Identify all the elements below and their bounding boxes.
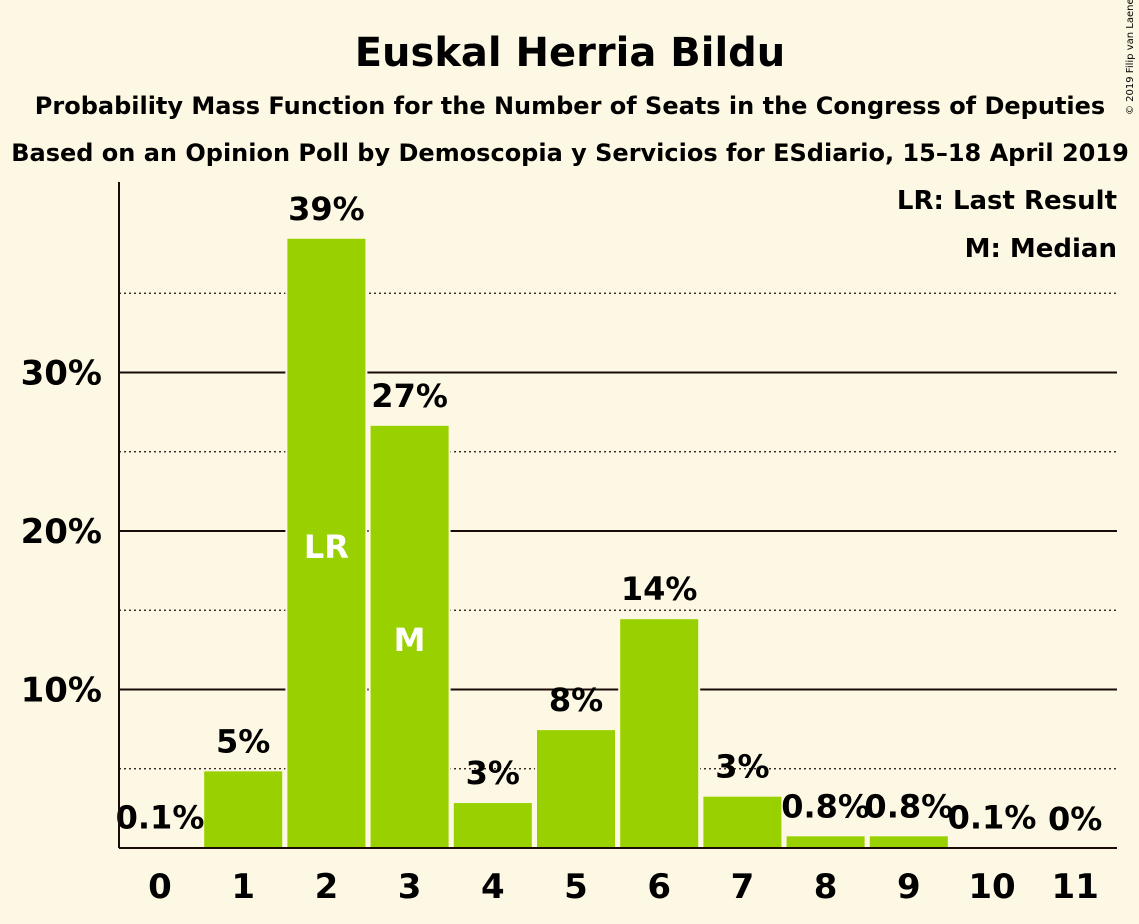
x-tick-label: 7 [731, 867, 755, 907]
data-label-4: 3% [466, 754, 520, 792]
x-tick-label: 8 [814, 867, 838, 907]
x-tick-label: 10 [968, 867, 1015, 907]
bar-6 [618, 617, 701, 849]
bar-9 [867, 834, 950, 850]
x-tick-label: 11 [1052, 867, 1099, 907]
y-tick-label: 10% [21, 671, 102, 711]
chart-subtitle-source: Based on an Opinion Poll by Demoscopia y… [11, 139, 1129, 167]
bar-7 [701, 794, 784, 850]
data-label-9: 0.8% [864, 787, 953, 825]
legend-median: M: Median [965, 234, 1117, 264]
bar-marker-m: M [394, 621, 426, 659]
data-label-3: 27% [371, 377, 448, 415]
data-label-11: 0% [1048, 800, 1102, 838]
bar-5 [535, 728, 617, 849]
data-label-2: 39% [288, 190, 365, 228]
data-label-5: 8% [549, 681, 603, 719]
legend-last-result: LR: Last Result [897, 186, 1117, 216]
data-label-1: 5% [216, 722, 270, 760]
x-tick-label: 2 [315, 867, 339, 907]
gridlines [119, 292, 1117, 770]
x-tick-label: 0 [148, 867, 172, 907]
bar-1 [202, 769, 285, 850]
x-tick-label: 3 [398, 867, 422, 907]
bars [119, 236, 1033, 850]
x-tick-label: 9 [897, 867, 921, 907]
x-tick-label: 5 [564, 867, 588, 907]
x-tick-label: 6 [647, 867, 671, 907]
chart-title: Euskal Herria Bildu [355, 30, 786, 76]
bar-marker-lr: LR [304, 528, 349, 566]
data-label-6: 14% [621, 570, 698, 608]
x-tick-label: 1 [231, 867, 255, 907]
bar-4 [451, 801, 534, 849]
data-label-7: 3% [715, 748, 769, 786]
data-label-10: 0.1% [948, 798, 1037, 836]
bar-8 [784, 834, 867, 850]
data-label-8: 0.8% [781, 787, 870, 825]
y-tick-label: 30% [21, 354, 102, 394]
copyright-notice: © 2019 Filip van Laenen [1125, 0, 1136, 115]
axes: 10% 20% 30% 0 1 2 3 4 5 6 7 8 9 10 11 [21, 182, 1117, 907]
data-label-0: 0.1% [116, 798, 205, 836]
chart-subtitle: Probability Mass Function for the Number… [35, 92, 1105, 120]
bar-2 [285, 236, 368, 849]
x-tick-label: 4 [481, 867, 505, 907]
y-tick-label: 20% [21, 512, 102, 552]
